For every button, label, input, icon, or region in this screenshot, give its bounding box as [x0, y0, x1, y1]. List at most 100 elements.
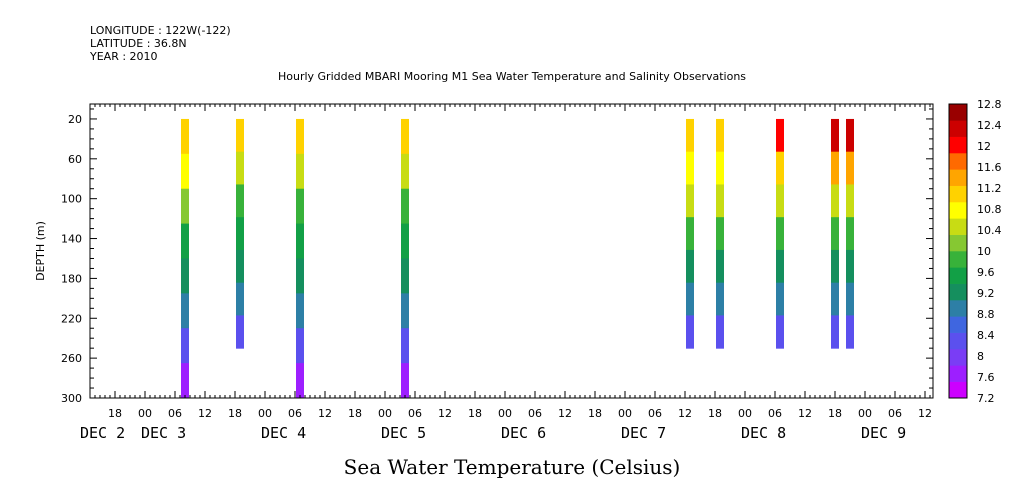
data-cell	[716, 118, 724, 153]
colorbar-swatch	[949, 300, 967, 317]
y-tick-label: 60	[68, 153, 82, 166]
x-hour-label: 00	[498, 407, 512, 420]
x-hour-label: 18	[828, 407, 842, 420]
heatmap-columns	[181, 118, 854, 399]
data-cell	[236, 282, 244, 316]
x-day-label: DEC 2	[80, 424, 125, 442]
x-hour-label: 12	[678, 407, 692, 420]
x-hour-label: 06	[288, 407, 302, 420]
data-cell	[716, 151, 724, 185]
x-hour-label: 18	[708, 407, 722, 420]
y-tick-label: 220	[61, 312, 82, 325]
data-cell	[831, 282, 839, 316]
colorbar-label: 10	[977, 245, 991, 258]
x-hour-label: 18	[348, 407, 362, 420]
x-hour-label: 06	[888, 407, 902, 420]
chart-title: Hourly Gridded MBARI Mooring M1 Sea Wate…	[278, 70, 746, 83]
data-cell	[401, 328, 409, 364]
colorbar-swatch	[949, 349, 967, 366]
x-hour-label: 00	[258, 407, 272, 420]
x-hour-label: 12	[798, 407, 812, 420]
data-cell	[401, 293, 409, 329]
y-tick-label: 140	[61, 233, 82, 246]
x-hour-label: 18	[468, 407, 482, 420]
colorbar-swatch	[949, 381, 967, 399]
data-cell	[236, 184, 244, 218]
colorbar-swatch	[949, 202, 967, 219]
data-cell	[831, 249, 839, 284]
data-cell	[296, 363, 304, 399]
colorbar-swatch	[949, 234, 967, 252]
colorbar-label: 7.2	[977, 392, 995, 405]
colorbar-swatch	[949, 120, 967, 137]
data-cell	[716, 249, 724, 284]
x-hour-label: 00	[378, 407, 392, 420]
data-cell	[686, 249, 694, 284]
colorbar-swatch	[949, 251, 967, 268]
data-cell	[236, 118, 244, 153]
y-tick-label: 100	[61, 193, 82, 206]
minor-ticks	[89, 104, 931, 398]
data-cell	[831, 315, 839, 349]
x-axis-label: Sea Water Temperature (Celsius)	[344, 455, 681, 479]
data-cell	[181, 328, 189, 364]
colorbar-label: 8	[977, 350, 984, 363]
colorbar: 7.2 7.6 8 8.4 8.8 9.2 9.6 10 10.4 10.8 11.2 11.6 12 1…	[948, 98, 1002, 405]
y-tick-label: 180	[61, 272, 82, 285]
y-tick-label: 20	[68, 113, 82, 126]
data-cell	[831, 217, 839, 251]
year-label: YEAR : 2010	[89, 50, 158, 63]
x-hour-label: 00	[858, 407, 872, 420]
colorbar-swatch	[949, 218, 967, 235]
data-cell	[776, 315, 784, 349]
data-cell	[181, 118, 189, 155]
colorbar-label: 11.2	[977, 182, 1002, 195]
colorbar-label: 12.4	[977, 119, 1002, 132]
x-hour-label: 18	[228, 407, 242, 420]
data-cell	[716, 217, 724, 251]
data-cell	[296, 188, 304, 225]
x-hour-label: 06	[528, 407, 542, 420]
data-cell	[296, 293, 304, 329]
data-cell	[776, 217, 784, 251]
data-cell	[716, 282, 724, 316]
colorbar-label: 11.6	[977, 161, 1002, 174]
colorbar-label: 9.6	[977, 266, 995, 279]
colorbar-swatch	[949, 332, 967, 350]
x-hour-label: 12	[438, 407, 452, 420]
data-cell	[846, 118, 854, 153]
x-hour-label: 06	[408, 407, 422, 420]
x-day-label: DEC 9	[861, 424, 906, 442]
x-hour-label: 18	[108, 407, 122, 420]
colorbar-label: 8.4	[977, 329, 995, 342]
colorbar-swatch	[949, 136, 967, 154]
data-cell	[776, 118, 784, 153]
y-axis-label: DEPTH (m)	[34, 221, 47, 281]
data-cell	[686, 151, 694, 185]
colorbar-swatch	[949, 169, 967, 186]
colorbar-swatch	[949, 104, 967, 121]
x-hour-label: 12	[558, 407, 572, 420]
data-cell	[181, 188, 189, 225]
y-tick-label: 300	[61, 392, 82, 405]
data-cell	[776, 282, 784, 316]
x-day-label: DEC 4	[261, 424, 306, 442]
data-cell	[776, 184, 784, 218]
data-cell	[831, 151, 839, 185]
data-cell	[181, 153, 189, 190]
data-cell	[776, 151, 784, 185]
data-cell	[236, 315, 244, 349]
data-cell	[401, 153, 409, 190]
x-hour-label: 18	[588, 407, 602, 420]
data-cell	[296, 328, 304, 364]
data-cell	[776, 249, 784, 284]
x-axis-hour-labels: 18 00 06 12 18 00 06 12 18 00 06 12 18 00 06 12 18 00 06 12…	[108, 407, 932, 420]
colorbar-label: 8.8	[977, 308, 995, 321]
data-cell	[181, 258, 189, 294]
colorbar-label: 7.6	[977, 371, 995, 384]
latitude-label: LATITUDE : 36.8N	[90, 37, 187, 50]
x-axis-day-labels: DEC 2 DEC 3 DEC 4 DEC 5 DEC 6 DEC 7 DEC 8 DEC 9	[80, 424, 906, 442]
data-cell	[846, 249, 854, 284]
colorbar-swatch	[949, 267, 967, 284]
data-cell	[181, 293, 189, 329]
